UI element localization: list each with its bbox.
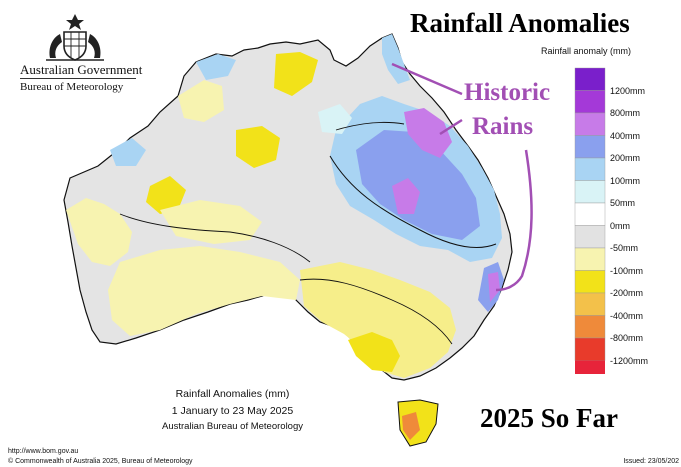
legend-swatch — [574, 270, 606, 294]
legend-title: Rainfall anomaly (mm) — [541, 46, 632, 56]
copyright-notice: © Commonwealth of Australia 2025, Bureau… — [8, 458, 193, 465]
legend-label: 50mm — [610, 198, 636, 208]
very-wet-region-inland — [392, 178, 420, 214]
legend-label: 1200mm — [610, 85, 646, 96]
legend-label: 800mm — [610, 108, 641, 118]
very-dry-region-nt — [236, 126, 280, 168]
dry-region-southeast — [300, 262, 456, 378]
contour-line — [335, 121, 405, 131]
wet-region-nw-coast — [110, 138, 146, 166]
wet-region-top-end — [196, 54, 236, 80]
legend-swatch — [575, 360, 605, 374]
agency-name: Bureau of Meteorology — [20, 81, 124, 93]
legend-label: 400mm — [610, 130, 641, 141]
source-url[interactable]: http://www.bom.gov.au — [8, 448, 79, 455]
legend-swatch — [574, 135, 606, 159]
tasmania-very-dry — [402, 412, 420, 440]
legend-swatch — [574, 225, 606, 249]
legend-swatch — [574, 337, 606, 361]
legend-swatch — [574, 315, 606, 339]
very-dry-region-nw — [146, 176, 186, 214]
legend-color-bar — [574, 67, 606, 374]
dry-region-kimberley — [178, 80, 224, 122]
dry-region-west — [66, 198, 132, 266]
legend-swatch — [574, 67, 606, 91]
contour-line — [299, 278, 453, 345]
caption-source: Australian Bureau of Meteorology — [162, 421, 303, 432]
dry-region-north — [274, 52, 318, 96]
annotation-arrow-south — [495, 149, 533, 292]
legend-swatch — [574, 180, 606, 204]
legend-swatch — [574, 112, 606, 136]
legend-label: 0mm — [610, 220, 630, 231]
wet-region-central-queensland — [356, 130, 480, 240]
dry-region-central-south — [108, 246, 300, 336]
legend-label: -800mm — [610, 333, 644, 343]
legend-label: -50mm — [610, 243, 639, 253]
legend-label: -400mm — [610, 310, 644, 321]
annotation-arrow-cape — [439, 118, 463, 136]
very-wet-region-cape — [404, 108, 452, 158]
headline: Rainfall Anomalies — [410, 8, 630, 38]
very-dry-region-southeast — [348, 332, 400, 372]
legend-swatch — [574, 202, 606, 226]
annotation-arrow-north — [391, 62, 463, 96]
legend-swatch — [574, 247, 606, 271]
legend-label: -100mm — [610, 265, 644, 276]
legend-swatch — [574, 292, 606, 316]
legend-swatch — [574, 90, 606, 114]
coat-of-arms-icon — [46, 14, 104, 61]
period-banner: 2025 So Far — [480, 403, 618, 433]
legend-label: -1200mm — [610, 355, 649, 366]
caption-period: 1 January to 23 May 2025 — [171, 405, 294, 417]
legend-label: 200mm — [610, 153, 641, 163]
branding-divider — [20, 78, 136, 79]
historic-rains-annotation: Historic Rains — [464, 76, 550, 144]
wet-region-gulf — [318, 104, 352, 134]
legend-label: 100mm — [610, 175, 641, 186]
very-wet-region-nsw-coast — [488, 272, 500, 302]
legend-swatch — [574, 157, 606, 181]
contour-line — [119, 213, 311, 263]
issued-date: Issued: 23/05/202 — [623, 458, 679, 465]
legend-label: -200mm — [610, 288, 644, 298]
caption-title: Rainfall Anomalies (mm) — [175, 388, 290, 400]
annotation-line-1: Historic — [464, 79, 551, 106]
government-name: Australian Government — [20, 62, 143, 77]
contour-line — [329, 155, 497, 249]
wet-region-cape-york — [382, 34, 410, 84]
annotation-line-2: Rains — [472, 113, 534, 140]
